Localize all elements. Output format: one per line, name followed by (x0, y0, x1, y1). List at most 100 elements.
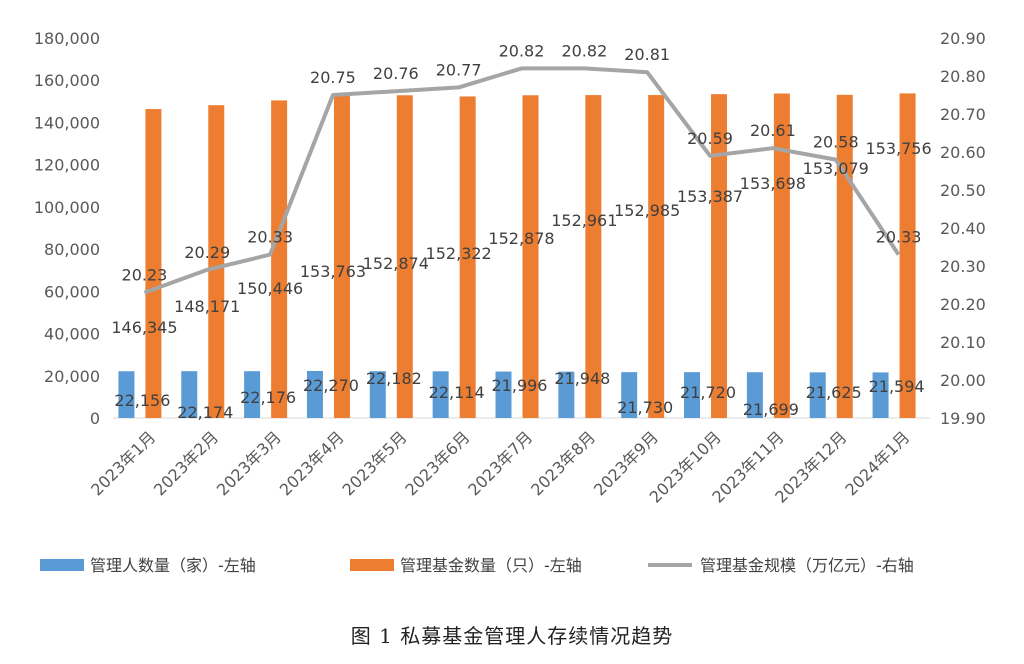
chart: 0 20,000 40,000 60,000 80,000 100,000 120,000 1… (34, 29, 986, 575)
data-label-funds: 148,171 (174, 297, 240, 316)
data-label-scale: 20.23 (122, 266, 168, 285)
left-axis-tick: 80,000 (44, 240, 100, 259)
data-label-managers: 21,699 (743, 400, 799, 419)
bar-funds (208, 105, 225, 419)
left-axis-tick: 20,000 (44, 367, 100, 386)
left-axis-tick: 160,000 (34, 71, 100, 90)
data-label-scale: 20.82 (499, 41, 545, 60)
right-axis-tick: 20.00 (940, 371, 986, 390)
data-label-managers: 21,625 (806, 383, 862, 402)
data-label-funds: 153,756 (865, 139, 931, 158)
bar-managers (746, 372, 763, 418)
data-label-funds: 150,446 (237, 279, 303, 298)
data-label-funds: 153,387 (677, 187, 743, 206)
right-axis-tick: 20.30 (940, 257, 986, 276)
x-axis-tick: 2023年1月 (87, 427, 159, 499)
x-axis-tick: 2023年5月 (339, 427, 411, 499)
x-axis-tick: 2024年1月 (841, 427, 913, 499)
bar-funds (459, 96, 476, 418)
bar-managers (306, 370, 323, 418)
data-label-scale: 20.77 (436, 60, 482, 79)
data-label-funds: 152,985 (614, 201, 680, 220)
bar-funds (522, 95, 539, 418)
data-label-managers: 22,156 (114, 391, 170, 410)
left-axis-tick: 40,000 (44, 325, 100, 344)
data-label-managers: 22,176 (240, 388, 296, 407)
data-label-managers: 21,730 (617, 398, 673, 417)
bar-managers (118, 371, 135, 418)
data-label-funds: 152,874 (363, 254, 429, 273)
data-label-scale: 20.58 (813, 133, 859, 152)
bar-funds (773, 93, 790, 419)
data-label-funds: 152,961 (551, 211, 617, 230)
data-label-scale: 20.59 (687, 129, 733, 148)
data-label-funds: 153,698 (740, 174, 806, 193)
data-label-scale: 20.33 (876, 228, 922, 247)
data-label-scale: 20.33 (247, 228, 293, 247)
bar-funds (585, 95, 602, 418)
legend-label-funds: 管理基金数量（只）-左轴 (400, 556, 582, 575)
bar-managers (432, 371, 449, 418)
right-axis-tick: 20.80 (940, 67, 986, 86)
right-axis-tick: 20.50 (940, 181, 986, 200)
data-label-funds: 153,763 (300, 262, 366, 281)
x-axis-tick: 2023年2月 (150, 427, 222, 499)
left-axis-tick: 180,000 (34, 29, 100, 48)
bar-funds (899, 93, 916, 419)
bar-managers (684, 372, 701, 418)
bar-funds (648, 95, 665, 418)
bar-managers (872, 372, 889, 418)
data-label-scale: 20.82 (561, 41, 607, 60)
left-axis-tick: 140,000 (34, 113, 100, 132)
line-scale (143, 66, 901, 295)
data-label-managers: 21,996 (492, 376, 548, 395)
data-label-managers: 21,948 (554, 369, 610, 388)
right-axis-tick: 20.40 (940, 219, 986, 238)
right-axis-tick: 19.90 (940, 409, 986, 428)
legend-label-managers: 管理人数量（家）-左轴 (90, 556, 256, 575)
right-axis-tick: 20.70 (940, 105, 986, 124)
figure-caption: 图 1 私募基金管理人存续情况趋势 (350, 624, 674, 648)
bar-managers (181, 371, 198, 418)
x-axis-tick: 2023年6月 (401, 427, 473, 499)
bar-funds (333, 93, 350, 418)
data-label-scale: 20.61 (750, 121, 796, 140)
data-label-managers: 22,114 (429, 383, 485, 402)
right-axis-tick: 20.10 (940, 333, 986, 352)
bar-funds (145, 109, 162, 419)
x-axis-tick: 2023年4月 (276, 427, 348, 499)
data-label-funds: 152,322 (426, 244, 492, 263)
data-label-managers: 21,594 (869, 377, 925, 396)
legend-label-scale: 管理基金规模（万亿元）-右轴 (700, 556, 914, 575)
data-label-managers: 22,182 (366, 369, 422, 388)
data-label-managers: 22,270 (303, 376, 359, 395)
bar-funds (271, 100, 288, 418)
bar-funds (836, 94, 853, 418)
bar-managers (244, 371, 261, 418)
bar-funds (711, 94, 728, 419)
bar-funds (396, 95, 413, 419)
left-axis-tick: 60,000 (44, 282, 100, 301)
data-label-scale: 20.81 (624, 45, 670, 64)
bar-managers (495, 371, 512, 418)
bar-managers (809, 372, 826, 418)
legend-swatch-funds (350, 559, 394, 571)
left-axis-tick: 120,000 (34, 156, 100, 175)
data-label-funds: 152,878 (488, 229, 554, 248)
data-label-funds: 153,079 (803, 159, 869, 178)
left-axis-tick: 0 (90, 409, 100, 428)
bar-managers (621, 372, 638, 418)
x-axis-tick: 2023年3月 (213, 427, 285, 499)
data-label-scale: 20.29 (184, 243, 230, 262)
right-axis-tick: 20.20 (940, 295, 986, 314)
left-axis-tick: 100,000 (34, 198, 100, 217)
bar-managers (558, 371, 575, 418)
data-label-funds: 146,345 (111, 318, 177, 337)
data-label-scale: 20.75 (310, 68, 356, 87)
x-axis-tick: 2023年8月 (527, 427, 599, 499)
legend-swatch-managers (40, 559, 84, 571)
data-label-managers: 22,174 (177, 403, 233, 422)
x-axis-tick: 2023年7月 (464, 427, 536, 499)
right-axis-tick: 20.90 (940, 29, 986, 48)
data-label-managers: 21,720 (680, 383, 736, 402)
